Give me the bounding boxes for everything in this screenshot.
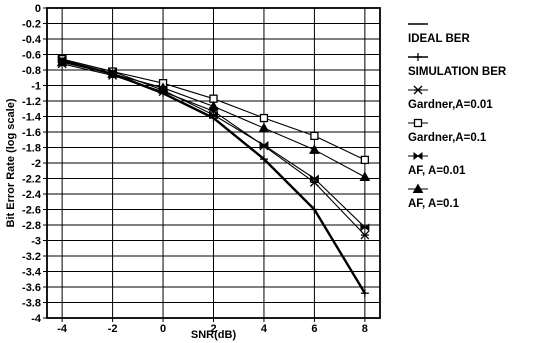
legend-swatch-marker-3 [413, 118, 423, 128]
x-axis-ticks: -4 -2 0 2 4 6 8 [57, 318, 368, 335]
series-5-point-5 [309, 144, 320, 154]
legend-label-4: AF, A=0.01 [408, 165, 466, 177]
legend-label-1: SIMULATION BER [408, 66, 507, 78]
series-5-point-0 [56, 56, 68, 67]
y-tick-label-16: -3.2 [22, 251, 41, 263]
series-4-point-4 [259, 141, 269, 150]
series-markers [56, 55, 371, 298]
y-tick-label-15: -3 [31, 236, 41, 248]
x-axis-title: SNR(dB) [191, 329, 237, 341]
grid [47, 7, 380, 319]
series-5-point-6 [359, 171, 371, 181]
x-tick-label-5: 6 [311, 323, 317, 335]
y-tick-label-5: -1 [31, 81, 41, 93]
y-tick-label-18: -3.6 [22, 282, 41, 294]
y-tick-label-0: 0 [35, 3, 41, 15]
series-5-point-2 [157, 82, 169, 92]
series-4-point-6 [360, 223, 370, 232]
y-tick-label-19: -3.8 [22, 298, 41, 310]
legend-label-0: IDEAL BER [408, 33, 470, 45]
legend-label-5: AF, A=0.1 [408, 198, 460, 210]
y-tick-label-10: -2 [31, 158, 41, 170]
series-5-point-1 [107, 68, 118, 78]
y-axis-title: Bit Error Rate (log scale) [5, 98, 17, 227]
series-4-point-3 [209, 110, 218, 119]
y-tick-label-4: -0.8 [22, 65, 41, 77]
series-3-point-4 [259, 113, 269, 123]
y-tick-label-3: -0.6 [22, 50, 41, 62]
y-tick-label-9: -1.8 [22, 143, 41, 155]
x-tick-label-3: 2 [210, 323, 216, 335]
legend-swatch-marker-2 [413, 85, 423, 95]
y-tick-label-2: -0.4 [22, 34, 42, 46]
x-tick-label-2: 0 [160, 323, 166, 335]
series-5-point-3 [208, 100, 219, 111]
y-tick-label-7: -1.4 [22, 112, 42, 124]
series-5-point-4 [258, 122, 270, 133]
series-3-point-5 [310, 131, 319, 141]
y-tick-label-6: -1.2 [22, 96, 41, 108]
legend-swatch-marker-5 [412, 183, 424, 193]
x-tick-label-6: 8 [362, 323, 368, 335]
x-tick-label-1: -2 [108, 323, 118, 335]
y-tick-label-12: -2.4 [22, 189, 42, 201]
y-tick-label-8: -1.6 [22, 127, 41, 139]
series-4-point-5 [309, 174, 319, 183]
series-2-point-6 [360, 230, 370, 240]
y-axis-ticks: 0 -0.2 -0.4 -0.6 -0.8 -1 -1.2 -1.4 -1.6 -1.8 -2 -2.… [22, 3, 47, 325]
x-tick-label-0: -4 [57, 323, 68, 335]
series-1-point-5 [310, 205, 319, 214]
y-tick-label-13: -2.6 [22, 205, 41, 217]
series-1-point-6 [360, 289, 369, 298]
legend-swatch-marker-1 [414, 53, 422, 61]
legend-label-3: Gardner,A=0.1 [408, 132, 487, 144]
y-tick-label-20: -4 [31, 313, 42, 325]
legend-swatch-marker-4 [413, 152, 423, 160]
legend: IDEAL BER SIMULATION BER Gardner,A=0.01 Gar… [408, 23, 507, 210]
series-3-point-6 [360, 155, 370, 165]
y-tick-label-14: -2.8 [22, 220, 41, 232]
y-tick-label-11: -2.2 [22, 174, 41, 186]
y-tick-label-1: -0.2 [22, 19, 41, 31]
series-1-point-4 [259, 155, 268, 164]
y-tick-label-17: -3.4 [22, 267, 42, 279]
legend-label-2: Gardner,A=0.01 [408, 99, 493, 111]
x-tick-label-4: 4 [261, 323, 268, 335]
